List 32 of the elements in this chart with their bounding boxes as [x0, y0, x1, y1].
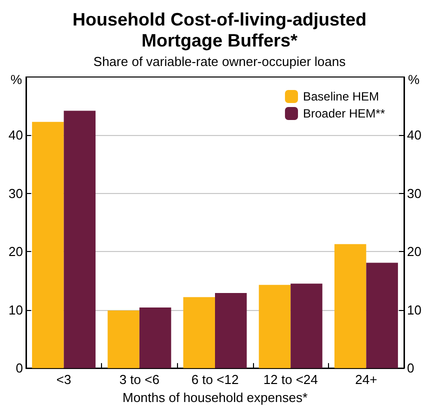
y2-tick-label: 30 [407, 186, 422, 201]
bar [183, 297, 215, 368]
x-tick-label: <3 [56, 372, 72, 388]
bar [139, 308, 172, 368]
x-axis-title: Months of household expenses* [122, 390, 308, 405]
x-tick-label: 12 to <24 [263, 372, 318, 388]
bar [32, 122, 64, 368]
bar [334, 244, 366, 368]
y-tick-label: 30 [8, 186, 23, 201]
x-tick-label: 6 to <12 [191, 372, 239, 388]
y2-tick-label: 40 [407, 128, 422, 143]
x-tick-label: 3 to <6 [119, 372, 160, 388]
y-tick-label: 40 [8, 128, 23, 143]
bar [258, 284, 291, 368]
y-tick-label: 10 [8, 302, 23, 318]
chart-subtitle: Share of variable-rate owner-occupier loans [93, 54, 346, 69]
bar [290, 284, 322, 368]
bar [108, 310, 140, 368]
y2-axis-title: % [408, 72, 420, 87]
y2-tick-label: 0 [407, 360, 414, 376]
bar [64, 110, 96, 368]
legend-label: Broader HEM** [302, 106, 386, 120]
chart-title: Household Cost-of-living-adjusted Mortgage Buffers* [72, 10, 366, 50]
bar [366, 262, 398, 368]
legend-label: Baseline HEM [302, 90, 380, 104]
y-axis-title: % [10, 72, 22, 87]
x-tick-label: 24+ [355, 372, 378, 388]
y2-tick-label: 20 [407, 244, 422, 260]
bar [215, 292, 247, 368]
y2-tick-label: 10 [407, 302, 422, 318]
y-tick-label: 0 [16, 360, 23, 376]
y-tick-label: 20 [8, 244, 23, 260]
